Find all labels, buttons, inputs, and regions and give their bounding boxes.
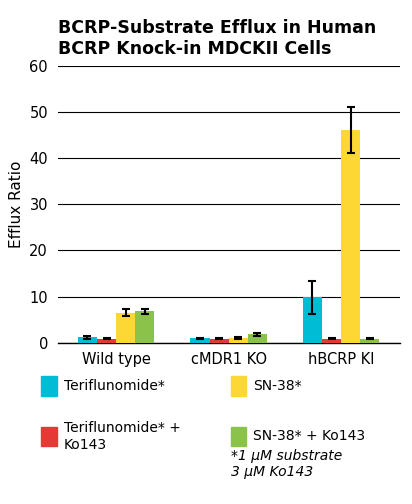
Bar [248,335,267,343]
Bar [116,312,135,343]
Text: Teriflunomide* +
Ko143: Teriflunomide* + Ko143 [64,421,181,452]
Text: BCRP-Substrate Efflux in Human
BCRP Knock-in MDCKII Cells: BCRP-Substrate Efflux in Human BCRP Knoc… [58,19,376,58]
Bar [229,338,248,343]
Bar [135,311,154,343]
Bar [341,130,360,343]
Bar [303,297,322,343]
Text: Teriflunomide*: Teriflunomide* [64,379,165,393]
Text: *1 μM substrate
3 μM Ko143: *1 μM substrate 3 μM Ko143 [231,449,342,479]
Bar [78,337,97,343]
Text: SN-38* + Ko143: SN-38* + Ko143 [253,429,365,444]
Bar [360,339,379,343]
Bar [210,339,229,343]
Text: SN-38*: SN-38* [253,379,302,393]
Y-axis label: Efflux Ratio: Efflux Ratio [9,160,23,248]
Bar [97,339,116,343]
Bar [190,338,210,343]
Bar [322,339,341,343]
